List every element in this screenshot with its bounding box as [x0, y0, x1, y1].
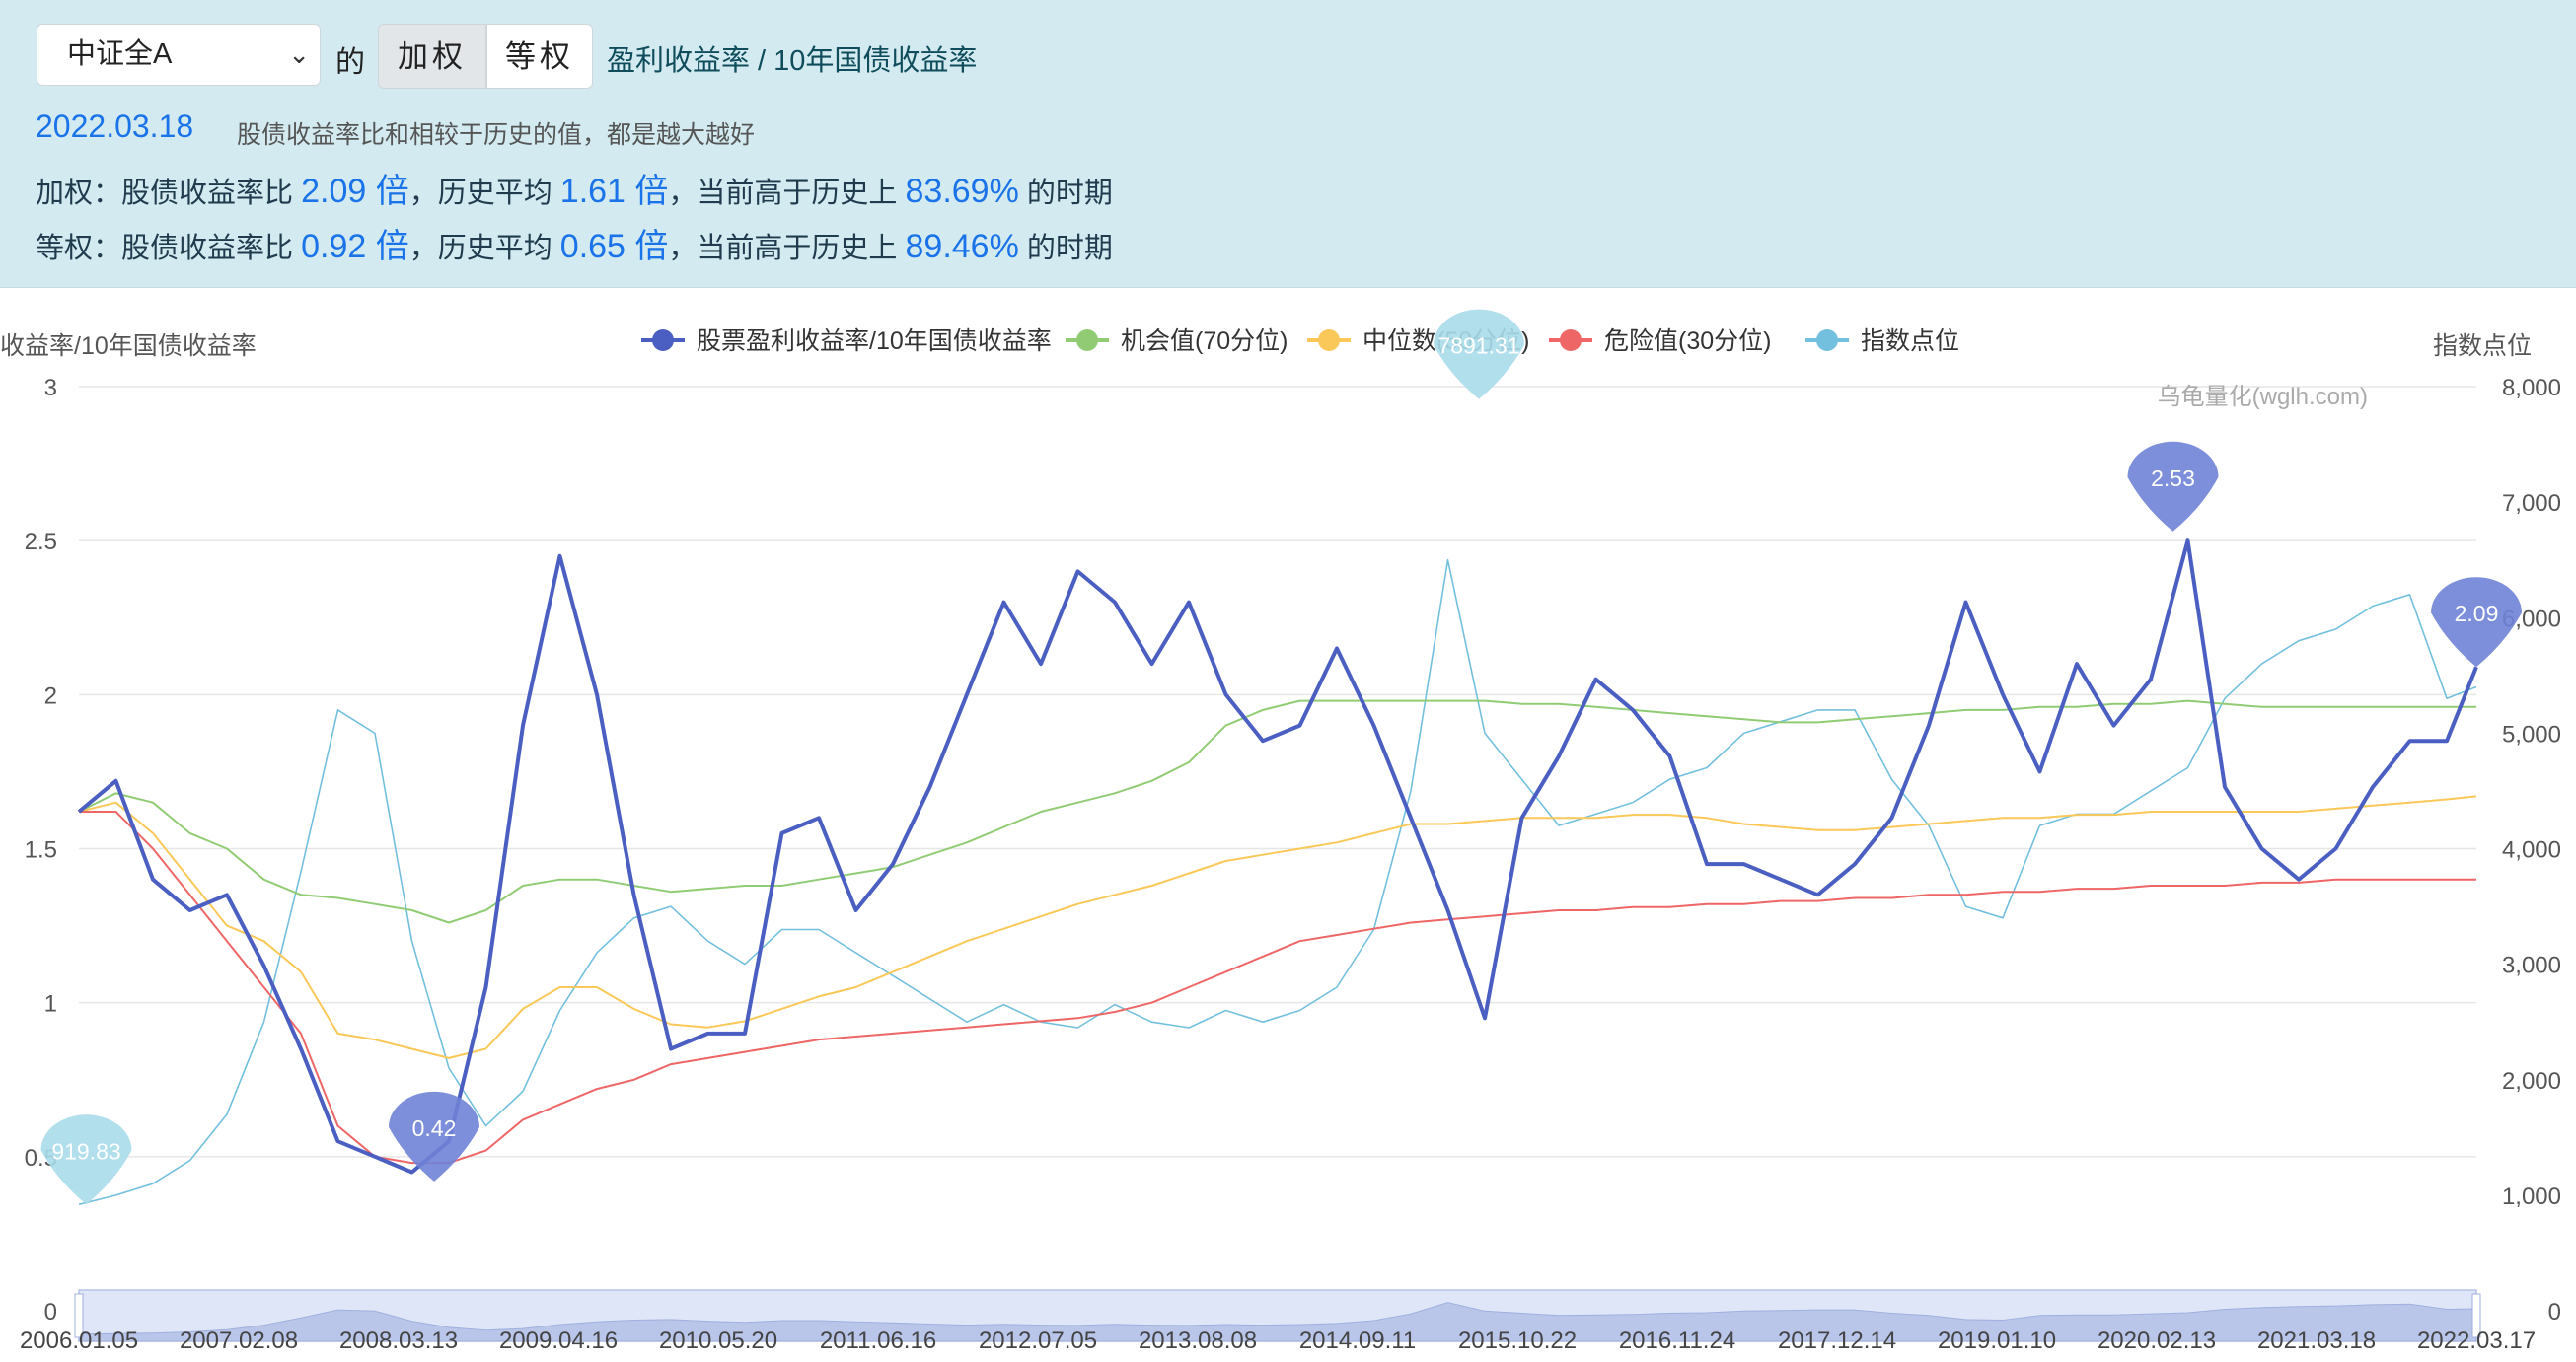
y-tick-left: 0	[44, 1299, 57, 1326]
legend-item-ratio: 股票盈利收益率/10年国债收益率	[697, 327, 1052, 355]
y-axis-label-left: 收益率/10年国债收益率	[0, 332, 257, 360]
summary-note: 股债收益率比和相较于历史的值，都是越大越好	[237, 121, 756, 149]
equal-text-4: 的时期	[1026, 233, 1113, 264]
zoom-slider-preview	[78, 1302, 2477, 1342]
weighted-text-2: ，历史平均	[408, 178, 552, 209]
weighted-text-3: ，当前高于历史上	[668, 178, 898, 209]
marker-label: 0.42	[412, 1115, 457, 1141]
x-tick: 2021.03.18	[2257, 1327, 2376, 1354]
legend-marker-index	[1816, 329, 1838, 351]
marker-label: 2.09	[2455, 601, 2499, 626]
x-tick: 2006.01.05	[20, 1327, 138, 1354]
y-tick-right: 3,000	[2502, 953, 2561, 979]
x-tick: 2007.02.08	[180, 1327, 298, 1354]
x-tick: 2016.11.24	[1619, 1327, 1735, 1354]
y-tick-left: 2	[44, 682, 57, 709]
marker-pin	[2127, 441, 2219, 532]
y-tick-left: 3	[44, 375, 57, 401]
summary-panel: 中证全A ⌄ 的 加权 等权 盈利收益率 / 10年国债收益率 2022.03.…	[0, 0, 2576, 288]
series-line-ratio	[77, 538, 2478, 1175]
chevron-down-icon: ⌄	[288, 39, 310, 69]
marker-pin	[40, 1114, 132, 1205]
index-select[interactable]: 中证全A ⌄	[37, 24, 321, 86]
marker-label: 919.83	[51, 1138, 120, 1164]
x-tick: 2009.04.16	[499, 1327, 618, 1354]
x-tick: 2013.08.08	[1139, 1327, 1257, 1354]
equal-prefix: 等权：	[36, 233, 122, 264]
y-tick-right: 2,000	[2502, 1068, 2561, 1095]
weighted-toggle-button[interactable]: 加权	[378, 24, 486, 89]
series-line-opp	[78, 699, 2476, 924]
legend-item-opp: 机会值(70分位)	[1121, 327, 1288, 355]
legend-marker-opp	[1076, 329, 1098, 351]
series-line-danger	[79, 811, 2476, 1165]
x-tick: 2014.09.11	[1299, 1327, 1416, 1354]
x-tick: 2012.07.05	[979, 1327, 1097, 1354]
y-tick-right: 8,000	[2502, 375, 2561, 401]
y-tick-right: 0	[2548, 1299, 2561, 1326]
weighted-text-4: 的时期	[1026, 178, 1113, 209]
equal-percentile: 89.46%	[905, 228, 1019, 265]
y-tick-right: 4,000	[2502, 837, 2561, 864]
marker-pin	[389, 1091, 480, 1182]
equal-average: 0.65 倍	[559, 228, 669, 265]
y-tick-left: 2.5	[25, 529, 57, 555]
zoom-handle-right	[2471, 1293, 2481, 1338]
weighted-prefix: 加权：	[36, 178, 122, 209]
index-select-value: 中证全A	[67, 38, 173, 70]
equal-toggle-button[interactable]: 等权	[486, 24, 593, 89]
legend-marker-danger	[1560, 329, 1582, 351]
current-date: 2022.03.18	[36, 108, 194, 144]
marker-pin	[2431, 577, 2522, 668]
connector-text: 的	[335, 46, 365, 79]
series-line-median	[78, 795, 2477, 1059]
marker-pin	[1433, 309, 1524, 399]
x-tick: 2020.02.13	[2098, 1327, 2216, 1354]
watermark: 乌龟量化(wglh.com)	[2158, 384, 2368, 410]
equal-ratio: 0.92 倍	[301, 228, 409, 265]
weighted-average: 1.61 倍	[559, 173, 669, 210]
x-tick: 2019.01.10	[1938, 1327, 2056, 1354]
x-tick: 2017.12.14	[1778, 1327, 1896, 1354]
x-tick: 2010.05.20	[659, 1327, 777, 1354]
weighted-percentile: 83.69%	[905, 173, 1019, 210]
equal-text-2: ，历史平均	[408, 233, 552, 264]
x-tick: 2022.03.17	[2417, 1327, 2536, 1354]
weighted-summary-line: 加权：股债收益率比 2.09 倍，历史平均 1.61 倍，当前高于历史上 83.…	[36, 164, 1113, 212]
equal-text-1: 股债收益率比	[121, 233, 294, 264]
metric-title: 盈利收益率 / 10年国债收益率	[607, 45, 978, 77]
weighted-text-1: 股债收益率比	[121, 178, 294, 209]
pe-bond-chart[interactable]: 00.511.522.5301,0002,0003,0004,0005,0006…	[0, 288, 2576, 1362]
marker-label: 2.53	[2151, 466, 2195, 491]
legend-marker-ratio	[652, 329, 674, 351]
weighted-ratio: 2.09 倍	[301, 173, 409, 210]
legend-item-index: 指数点位	[1861, 327, 1959, 355]
equal-text-3: ，当前高于历史上	[668, 233, 898, 264]
y-tick-right: 7,000	[2502, 490, 2561, 517]
y-axis-label-right: 指数点位	[2433, 332, 2532, 360]
marker-label: 7891.31	[1437, 333, 1519, 359]
x-tick: 2015.10.22	[1458, 1327, 1577, 1354]
y-tick-left: 1	[44, 991, 57, 1018]
y-tick-left: 1.5	[25, 837, 57, 864]
legend-item-danger: 危险值(30分位)	[1604, 327, 1771, 355]
y-tick-right: 1,000	[2502, 1183, 2561, 1210]
x-tick: 2011.06.16	[820, 1327, 936, 1354]
x-tick: 2008.03.13	[339, 1327, 458, 1354]
legend-marker-median	[1318, 329, 1340, 351]
equal-summary-line: 等权：股债收益率比 0.92 倍，历史平均 0.65 倍，当前高于历史上 89.…	[36, 219, 1113, 267]
y-tick-right: 5,000	[2502, 721, 2561, 748]
zoom-handle-left	[74, 1293, 84, 1338]
